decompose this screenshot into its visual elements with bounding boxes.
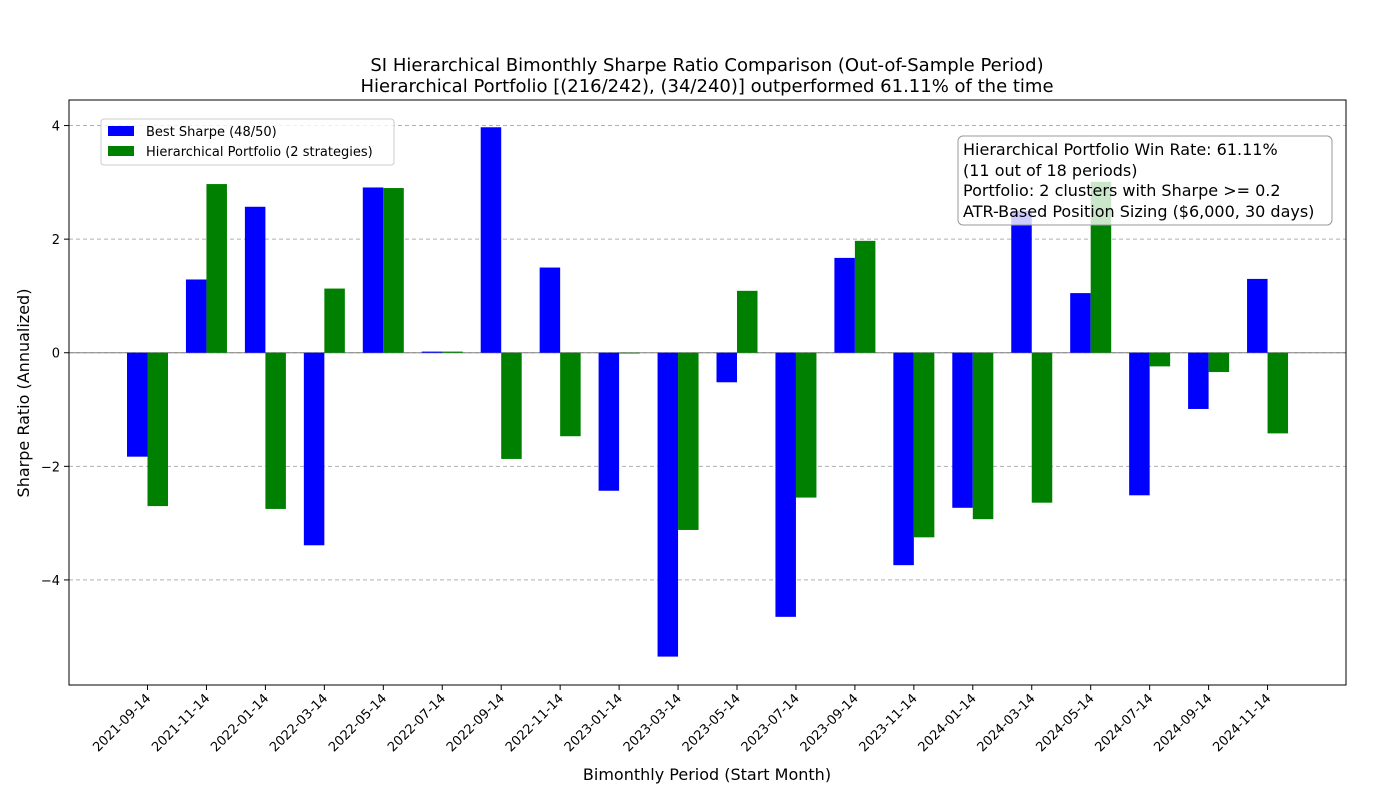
bar-hierarchical-2023-07-14: [795, 352, 817, 498]
x-tick-label: 2023-03-14: [621, 691, 685, 755]
bar-best-sharpe-2023-03-14: [657, 352, 679, 657]
bar-best-sharpe-2021-09-14: [127, 352, 148, 457]
bar-best-sharpe-2021-11-14: [185, 279, 207, 353]
x-tick-label: 2022-09-14: [444, 691, 508, 755]
bar-best-sharpe-2023-05-14: [716, 352, 737, 383]
plot-frame: [68, 99, 1347, 686]
y-axis: −4 −2 0 2 4: [41, 120, 69, 589]
bar-hierarchical-2023-05-14: [737, 290, 758, 353]
bar-hierarchical-2024-01-14: [972, 352, 994, 520]
x-tick-label: 2021-11-14: [149, 691, 213, 755]
x-tick-label: 2024-11-14: [1210, 691, 1274, 755]
bars: [127, 127, 1289, 657]
x-tick-label: 2022-05-14: [326, 691, 390, 755]
bar-hierarchical-2023-03-14: [678, 352, 699, 530]
chart-title: SI Hierarchical Bimonthly Sharpe Ratio C…: [370, 55, 1043, 76]
bar-best-sharpe-2022-03-14: [303, 352, 325, 546]
x-tick-label: 2023-07-14: [739, 691, 803, 755]
x-tick-label: 2023-09-14: [798, 691, 862, 755]
y-tick-label: −2: [41, 460, 60, 475]
x-tick-label: 2022-11-14: [503, 691, 567, 755]
x-tick-label: 2022-03-14: [267, 691, 331, 755]
legend-label-best-sharpe: Best Sharpe (48/50): [146, 125, 277, 140]
bar-best-sharpe-2024-01-14: [952, 352, 973, 508]
x-tick-label: 2023-11-14: [857, 691, 921, 755]
bar-best-sharpe-2024-09-14: [1188, 352, 1209, 409]
bar-hierarchical-2023-11-14: [913, 352, 935, 538]
x-tick-label: 2024-07-14: [1092, 691, 1156, 755]
bar-best-sharpe-2024-11-14: [1247, 278, 1268, 353]
bar-best-sharpe-2024-05-14: [1070, 293, 1091, 353]
info-line-periods: (11 out of 18 periods): [963, 161, 1137, 180]
info-box: Hierarchical Portfolio Win Rate: 61.11% …: [957, 135, 1333, 226]
x-tick-label: 2022-07-14: [385, 691, 449, 755]
legend-swatch-best-sharpe: [108, 126, 134, 136]
legend: Best Sharpe (48/50) Hierarchical Portfol…: [100, 118, 395, 166]
info-line-clusters: Portfolio: 2 clusters with Sharpe >= 0.2: [963, 181, 1281, 200]
y-tick-label: 0: [52, 347, 60, 362]
bar-best-sharpe-2022-11-14: [539, 267, 561, 353]
y-tick-label: −4: [41, 574, 60, 589]
info-box-frame: [957, 135, 1333, 226]
bar-hierarchical-2022-05-14: [383, 188, 404, 353]
y-axis-label: Sharpe Ratio (Annualized): [14, 289, 33, 498]
x-tick-label: 2024-03-14: [975, 691, 1039, 755]
x-tick-label: 2024-09-14: [1151, 691, 1215, 755]
bar-hierarchical-2021-09-14: [147, 352, 168, 507]
bar-hierarchical-2024-03-14: [1031, 352, 1053, 503]
bar-best-sharpe-2022-09-14: [480, 127, 502, 353]
x-axis: 2021-09-142021-11-142022-01-142022-03-14…: [90, 685, 1274, 755]
x-axis-label: Bimonthly Period (Start Month): [583, 765, 831, 784]
bar-hierarchical-2022-09-14: [501, 352, 522, 459]
bar-hierarchical-2021-11-14: [206, 184, 227, 353]
bar-hierarchical-2023-09-14: [854, 240, 876, 353]
x-tick-label: 2023-05-14: [680, 691, 744, 755]
legend-swatch-hierarchical: [108, 146, 134, 156]
bar-best-sharpe-2024-03-14: [1011, 210, 1032, 353]
chart-subtitle: Hierarchical Portfolio [(216/242), (34/2…: [360, 76, 1053, 97]
bar-best-sharpe-2024-07-14: [1129, 352, 1150, 496]
x-tick-label: 2022-01-14: [208, 691, 272, 755]
bar-best-sharpe-2023-09-14: [834, 257, 855, 353]
bar-hierarchical-2023-01-14: [619, 352, 640, 354]
bar-hierarchical-2024-11-14: [1267, 352, 1289, 434]
legend-box: [100, 118, 395, 166]
bar-hierarchical-2024-07-14: [1149, 352, 1171, 367]
info-line-win-rate: Hierarchical Portfolio Win Rate: 61.11%: [963, 140, 1278, 159]
info-line-sizing: ATR-Based Position Sizing ($6,000, 30 da…: [963, 202, 1314, 221]
y-tick-label: 2: [52, 233, 60, 248]
bar-best-sharpe-2023-01-14: [598, 352, 620, 491]
x-tick-label: 2024-05-14: [1033, 691, 1097, 755]
bar-best-sharpe-2022-07-14: [421, 351, 443, 353]
bar-best-sharpe-2023-11-14: [893, 352, 914, 566]
bar-hierarchical-2024-09-14: [1208, 352, 1230, 373]
bar-best-sharpe-2022-05-14: [362, 187, 384, 353]
x-tick-label: 2021-09-14: [90, 691, 154, 755]
x-tick-label: 2024-01-14: [916, 691, 980, 755]
bar-best-sharpe-2023-07-14: [775, 352, 796, 617]
y-tick-label: 4: [52, 120, 60, 135]
bar-hierarchical-2022-03-14: [324, 288, 345, 353]
x-tick-label: 2023-01-14: [562, 691, 626, 755]
bar-hierarchical-2022-07-14: [442, 351, 463, 353]
bar-best-sharpe-2022-01-14: [244, 206, 266, 353]
bar-hierarchical-2022-11-14: [560, 352, 581, 437]
bar-hierarchical-2022-01-14: [265, 352, 286, 509]
legend-label-hierarchical: Hierarchical Portfolio (2 strategies): [146, 145, 373, 160]
